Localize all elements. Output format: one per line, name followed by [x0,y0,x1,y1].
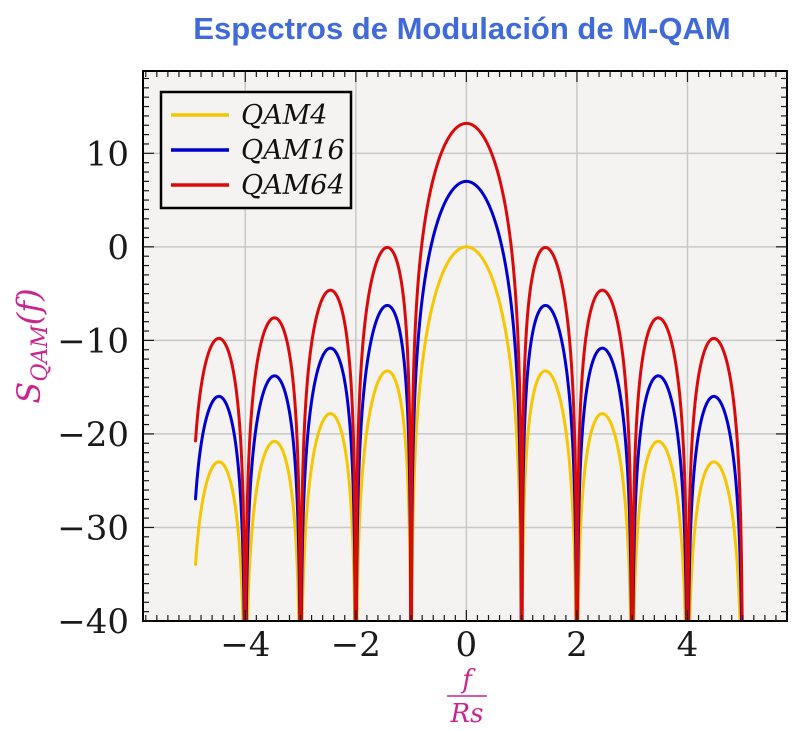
x-tick-label--2: −2 [331,625,381,665]
y-tick-label--20: −20 [57,415,129,455]
y-tick-label--30: −30 [57,508,129,548]
x-tick-label-2: 2 [566,625,588,665]
y-tick-label--10: −10 [57,321,129,361]
series-line-qam16 [194,179,744,621]
x-tick-label-4: 4 [677,625,699,665]
legend-label-qam64: QAM64 [241,170,345,201]
y-tick-label-10: 10 [86,134,129,174]
x-tick-label-0: 0 [456,625,478,665]
y-axis-label: SQAM(f) [10,288,53,403]
legend-label-qam16: QAM16 [241,135,345,166]
series-line-qam64 [194,121,744,621]
plot-frame [142,70,788,622]
x-tick-label--4: −4 [220,625,270,665]
y-tick-label-0: 0 [107,228,129,268]
x-axis-label: f Rs [447,665,487,729]
x-label-numerator: f [460,665,476,695]
y-label-base: S [10,382,48,404]
axis-ticks [143,71,788,622]
svg-text:SQAM(f): SQAM(f) [10,288,53,403]
y-label-subscript: QAM [28,325,53,382]
spectra-curves [194,121,744,621]
x-label-denominator: Rs [450,699,484,729]
y-tick-label--40: −40 [57,602,129,642]
legend: QAM4 QAM16 QAM64 [159,90,353,210]
series-line-qam4 [194,245,742,621]
legend-label-qam4: QAM4 [241,100,327,131]
y-label-arg: (f) [10,288,48,325]
chart-title: Espectros de Modulación de M-QAM [193,11,730,46]
